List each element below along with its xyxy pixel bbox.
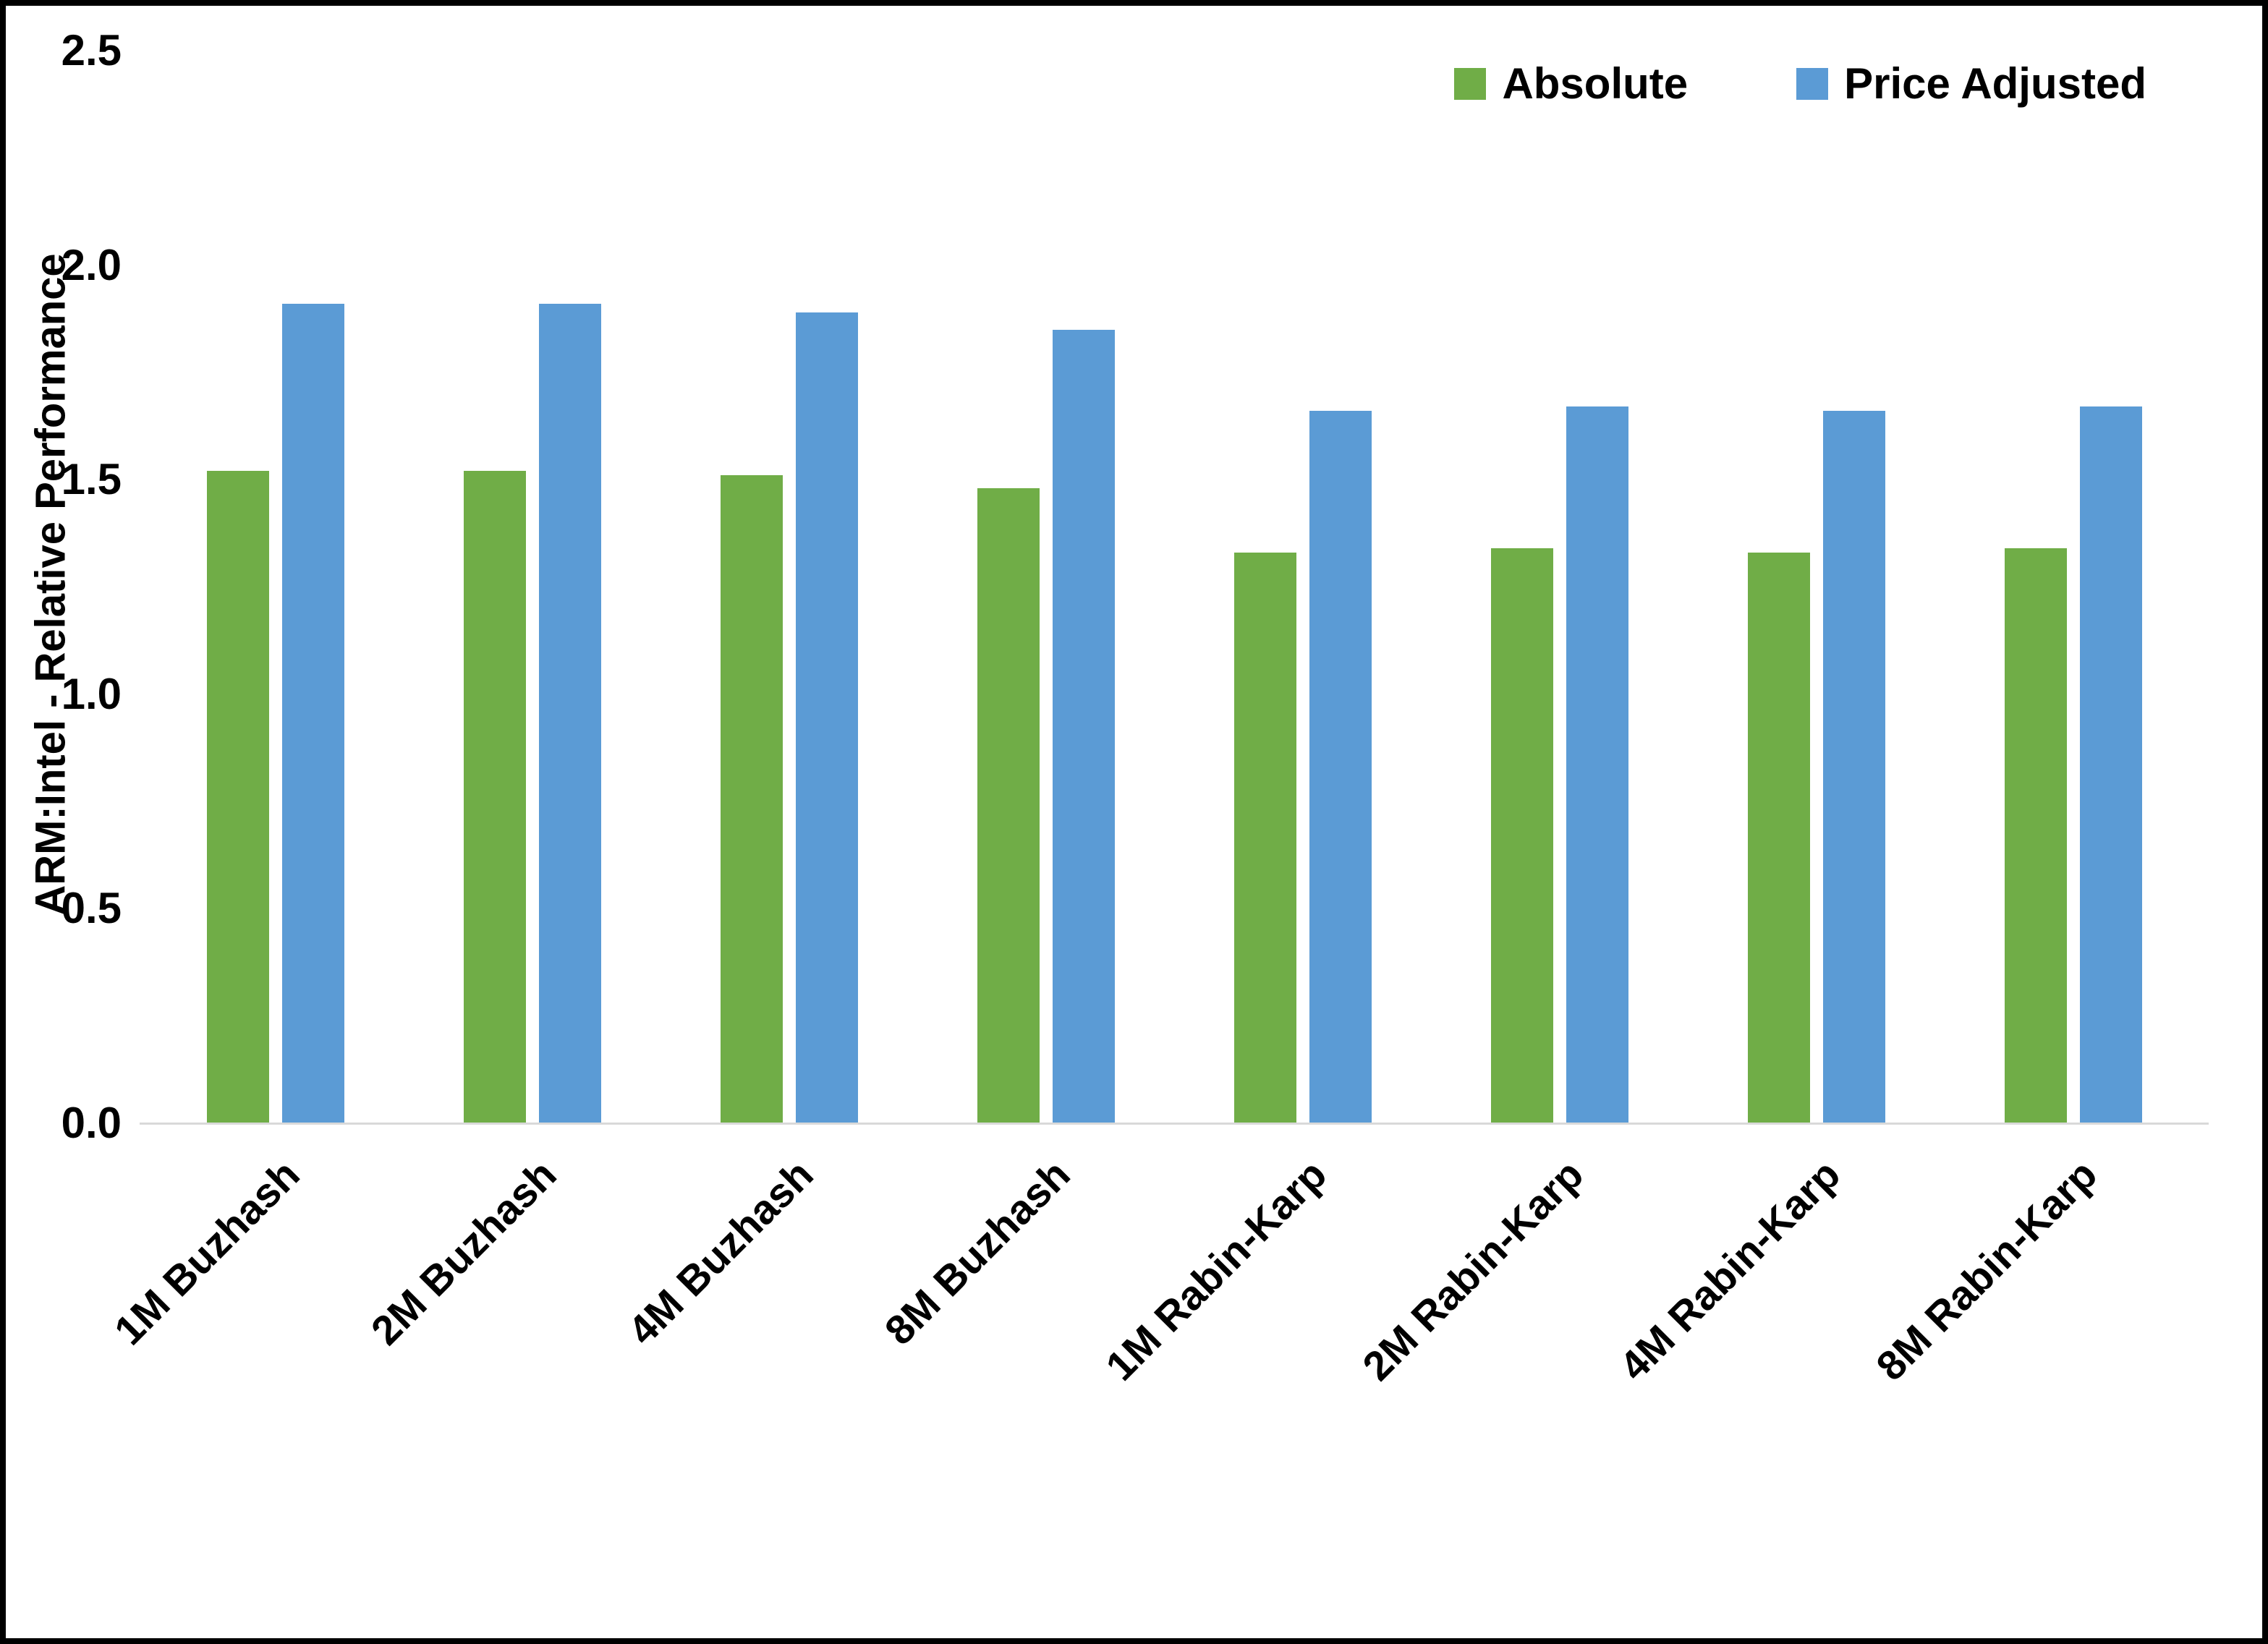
bar-absolute [463, 471, 526, 1123]
bar-price-adjusted [1309, 411, 1372, 1123]
bars-row [147, 51, 2201, 1123]
bar-price-adjusted [538, 304, 601, 1123]
y-tick-label: 2.5 [61, 26, 122, 74]
y-tick-label: 0.0 [61, 1099, 122, 1147]
y-axis-ticks: 0.0 0.5 1.0 1.5 2.0 2.5 [6, 29, 122, 1145]
bar-price-adjusted [1566, 406, 1628, 1123]
bar-price-adjusted [795, 312, 858, 1123]
legend-item: Price Adjusted [1796, 62, 2146, 106]
bar-absolute [1490, 548, 1553, 1123]
x-axis-labels: 1M Buzhash 2M Buzhash 4M Buzhash 8M Buzhash… [106, 1151, 2107, 1390]
legend-item: Absolute [1454, 62, 1688, 106]
legend-swatch-icon [1454, 68, 1487, 100]
plot-area [140, 51, 2209, 1125]
bar-price-adjusted [2079, 406, 2142, 1123]
bar-price-adjusted [281, 304, 344, 1123]
bar-group [147, 51, 404, 1123]
bar-group [1688, 51, 1945, 1123]
bar-group [661, 51, 917, 1123]
bar-group [917, 51, 1174, 1123]
bar-price-adjusted [1822, 411, 1885, 1123]
x-axis-line [140, 1123, 2209, 1125]
legend-label: Absolute [1502, 59, 1689, 108]
legend-label: Price Adjusted [1844, 59, 2146, 108]
y-tick-label: 2.0 [61, 240, 122, 289]
bar-absolute [977, 488, 1040, 1123]
bar-absolute [1233, 553, 1296, 1123]
bar-absolute [720, 475, 783, 1123]
y-tick-label: 0.5 [61, 884, 122, 933]
bar-absolute [1747, 553, 1810, 1123]
bar-group [1431, 51, 1688, 1123]
bar-absolute [2004, 548, 2067, 1123]
legend: Absolute Price Adjusted [1454, 62, 2146, 106]
bar-absolute [206, 471, 269, 1123]
legend-swatch-icon [1796, 68, 1829, 100]
bar-price-adjusted [1052, 329, 1115, 1123]
bar-group [404, 51, 661, 1123]
y-tick-label: 1.0 [61, 669, 122, 718]
y-tick-label: 1.5 [61, 455, 122, 504]
bar-group [1945, 51, 2201, 1123]
bar-group [1174, 51, 1431, 1123]
